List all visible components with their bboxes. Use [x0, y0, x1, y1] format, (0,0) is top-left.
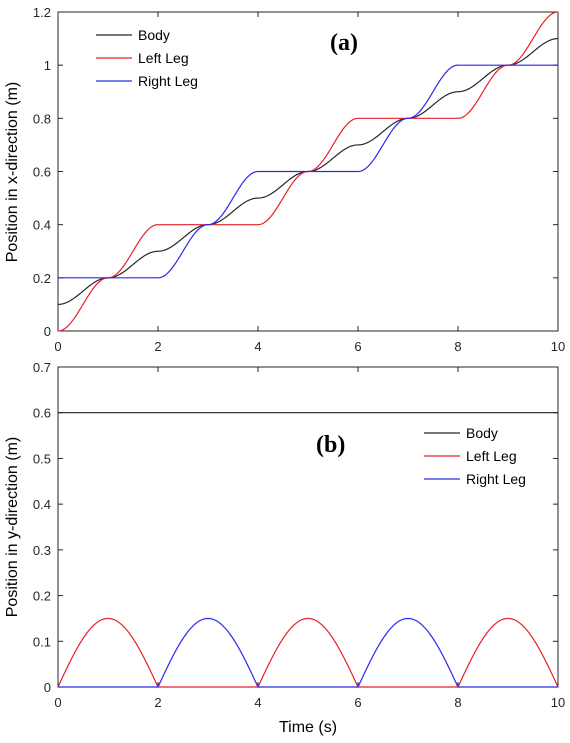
y-tick-label: 1 — [44, 58, 51, 73]
y-tick-label: 0.1 — [33, 634, 51, 649]
x-tick-label: 0 — [54, 339, 61, 354]
x-tick-label: 4 — [254, 695, 261, 710]
panel-b-label: (b) — [316, 432, 345, 458]
panel-a: 0 2 4 6 8 10 0 0.2 0.4 0.6 0.8 1 1.2 (a) Body Left Le… — [4, 5, 565, 354]
x-tick-label: 2 — [154, 339, 161, 354]
panel-a-label: (a) — [330, 30, 358, 56]
y-tick-label: 0.6 — [33, 165, 51, 180]
series-line-right-leg — [58, 64, 558, 279]
panel-b-legend: Body Left Leg Right Leg — [424, 425, 526, 487]
panel-b-series — [57, 412, 559, 688]
x-tick-label: 8 — [454, 339, 461, 354]
x-tick-label: 6 — [354, 339, 361, 354]
y-tick-label: 0.4 — [33, 497, 51, 512]
legend-label: Body — [138, 27, 170, 43]
y-tick-label: 0.5 — [33, 451, 51, 466]
panel-a-series — [57, 11, 559, 332]
x-tick-label: 6 — [354, 695, 361, 710]
plot-area-b — [57, 366, 559, 688]
y-tick-label: 0.2 — [33, 271, 51, 286]
series-line-left-leg — [57, 617, 559, 688]
panel-a-y-axis-label: Position in x-direction (m) — [4, 82, 21, 263]
x-tick-label: 0 — [54, 695, 61, 710]
panel-b: 0 2 4 6 8 10 0 0.1 0.2 0.3 0.4 0.5 0.6 0.7 (b) Body Le… — [4, 360, 565, 736]
legend-label: Body — [466, 425, 498, 441]
y-tick-label: 0.2 — [33, 589, 51, 604]
legend-label: Left Leg — [466, 448, 517, 464]
panel-a-legend: Body Left Leg Right Leg — [96, 27, 198, 89]
panel-b-x-axis-label: Time (s) — [279, 719, 337, 736]
legend-label: Right Leg — [138, 73, 198, 89]
y-tick-label: 1.2 — [33, 5, 51, 20]
y-tick-label: 0.6 — [33, 406, 51, 421]
y-tick-label: 0.8 — [33, 111, 51, 126]
panel-b-y-axis-label: Position in y-direction (m) — [4, 437, 21, 618]
legend-label: Left Leg — [138, 50, 189, 66]
y-tick-label: 0.4 — [33, 218, 51, 233]
y-tick-label: 0 — [44, 680, 51, 695]
series-line-right-leg — [58, 617, 558, 688]
y-tick-label: 0.7 — [33, 360, 51, 375]
legend-label: Right Leg — [466, 471, 526, 487]
y-tick-label: 0.3 — [33, 543, 51, 558]
x-tick-label: 10 — [551, 339, 565, 354]
y-tick-label: 0 — [44, 324, 51, 339]
x-tick-label: 10 — [551, 695, 565, 710]
x-tick-label: 4 — [254, 339, 261, 354]
x-tick-label: 2 — [154, 695, 161, 710]
x-tick-label: 8 — [454, 695, 461, 710]
